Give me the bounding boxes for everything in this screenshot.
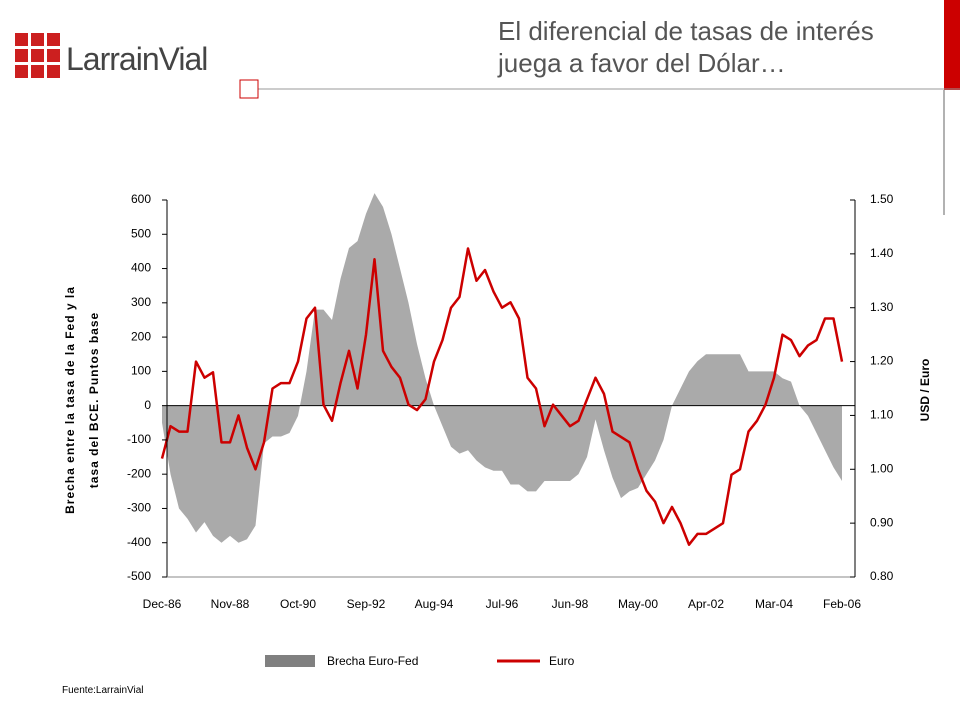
logo-text: LarrainVial <box>66 41 207 77</box>
x-tick-label: May-00 <box>618 597 658 611</box>
accent-bar <box>944 0 960 90</box>
y2-tick-label: 1.20 <box>870 354 894 368</box>
x-tick-label: Feb-06 <box>823 597 861 611</box>
y-tick-label: 0 <box>144 398 151 412</box>
y-axis-label: Brecha entre la tasa de la Fed y la <box>63 286 77 514</box>
y-tick-label: 200 <box>131 329 151 343</box>
line <box>160 247 844 546</box>
y2-tick-label: 1.40 <box>870 246 894 260</box>
y2-tick-label: 1.10 <box>870 408 894 422</box>
y2-tick-label: 0.80 <box>870 569 894 583</box>
title-line: El diferencial de tasas de interés <box>498 16 874 46</box>
source: Fuente:LarrainVial <box>62 685 144 696</box>
y2-tick-label: 1.00 <box>870 461 894 475</box>
title-line: juega a favor del Dólar… <box>497 48 786 78</box>
legend-swatch <box>265 655 315 667</box>
logo-mark <box>15 33 60 78</box>
x-tick-label: Dec-86 <box>143 597 182 611</box>
y-tick-label: -300 <box>127 501 151 515</box>
x-tick-label: Nov-88 <box>211 597 250 611</box>
area <box>162 193 842 543</box>
legend-label: Brecha Euro-Fed <box>327 654 418 668</box>
y-tick-label: 100 <box>131 364 151 378</box>
y-tick-label: 500 <box>131 226 151 240</box>
x-tick-label: Jun-98 <box>552 597 589 611</box>
legend-label: Euro <box>549 654 575 668</box>
y2-tick-label: 0.90 <box>870 515 894 529</box>
y-tick-label: -100 <box>127 432 151 446</box>
y-tick-label: -200 <box>127 466 151 480</box>
y2-tick-label: 1.30 <box>870 300 894 314</box>
y-tick-label: -500 <box>127 569 151 583</box>
x-tick-label: Sep-92 <box>347 597 386 611</box>
y2-axis-label: USD / Euro <box>918 359 932 422</box>
x-tick-label: Aug-94 <box>415 597 454 611</box>
y-tick-label: 600 <box>131 192 151 206</box>
y-tick-label: -400 <box>127 535 151 549</box>
y-tick-label: 300 <box>131 295 151 309</box>
y-axis-label: tasa del BCE. Puntos base <box>87 312 101 488</box>
y2-tick-label: 1.50 <box>870 192 894 206</box>
x-tick-label: Apr-02 <box>688 597 724 611</box>
y-tick-label: 400 <box>131 261 151 275</box>
x-tick-label: Jul-96 <box>486 597 519 611</box>
x-tick-label: Mar-04 <box>755 597 793 611</box>
accent-square <box>239 79 259 99</box>
x-tick-label: Oct-90 <box>280 597 316 611</box>
